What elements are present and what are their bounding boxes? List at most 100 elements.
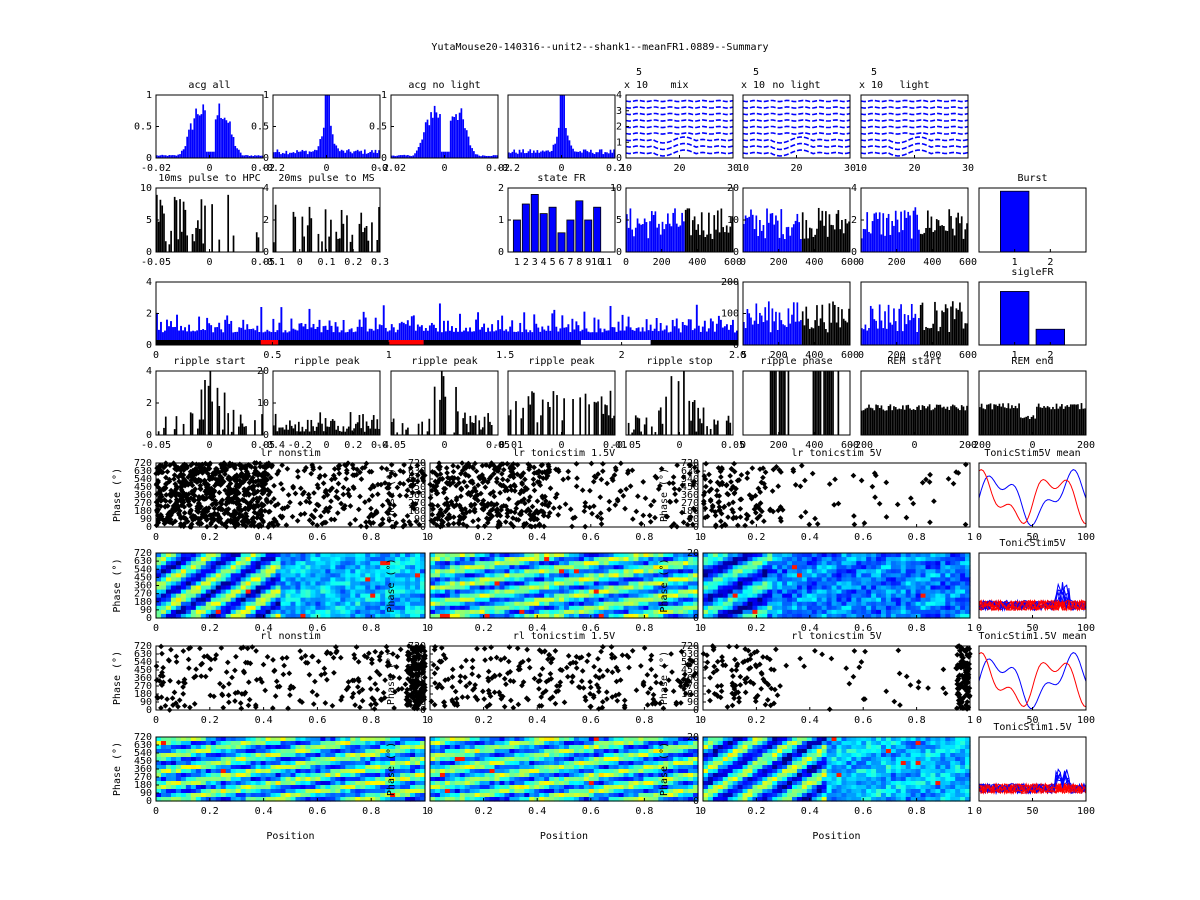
rate-time-5-bin <box>926 327 929 345</box>
wave-mix-trace <box>625 106 734 109</box>
lr-nonstim-point <box>266 508 273 515</box>
lr-nonstim-map-cell <box>165 565 172 570</box>
rate-time-3-bin <box>926 210 929 252</box>
lr-tonic-15-map-cell <box>474 597 481 603</box>
lr-tonic-15-map-cell <box>489 609 496 615</box>
rate-time-2-bin <box>764 238 767 252</box>
lr-tonic-15-map-cell <box>519 609 525 615</box>
lr-tonic-15-map-cell <box>524 557 530 562</box>
session-rate-bin <box>264 331 267 345</box>
rate-time-1-bin <box>667 213 669 252</box>
lr-tonic-15-map-cell <box>588 581 595 587</box>
lr-nonstim-map-cell <box>280 605 287 611</box>
ripple-peak-1-bin <box>367 425 370 435</box>
lr-tonic-15-map-cell <box>673 585 679 591</box>
lr-nonstim-map-cell <box>310 593 317 599</box>
lr-tonic-15-map-cell <box>628 557 635 562</box>
lr-tonic-15-map-cell <box>643 593 649 599</box>
ripple-peak-2-bin <box>478 420 481 435</box>
lr-tonic-15-ylabel: Phase (°) <box>386 468 397 522</box>
ripple-peak-1-bin <box>328 426 330 435</box>
lr-tonic-15-map-cell <box>564 577 570 583</box>
acg-no-light-wide-bin <box>588 152 590 158</box>
pulse-ms-bin <box>338 238 341 252</box>
session-rate-bin <box>258 332 261 345</box>
lr-tonic-15-map-cell <box>638 553 645 558</box>
lr-tonic-15-map-cell <box>673 557 679 562</box>
lr-tonic-15-map-cell <box>593 585 600 591</box>
lr-tonic-15-map-cell <box>598 589 605 595</box>
session-rate-bin <box>555 326 558 345</box>
ripple-peak-2-bin <box>442 376 445 435</box>
lr-tonic-15-map-cell <box>618 565 625 570</box>
acg-no-light-wide-bin <box>508 152 510 158</box>
lr-tonic-15-map-cell <box>559 581 565 587</box>
ripple-peak-2-bin <box>465 423 468 435</box>
lr-tonic-15-map-cell <box>434 565 441 570</box>
lr-tonic-15-map-cell <box>534 589 540 595</box>
pulse-ms-bin <box>362 232 364 252</box>
lr-nonstim-map-cell <box>240 605 247 611</box>
rate-time-4-bin <box>819 318 822 345</box>
rate-time-5-xtick-label: 400 <box>923 350 941 361</box>
acg-wide-bin <box>356 149 359 158</box>
lr-tonic-15-map-cell <box>673 577 679 583</box>
lr-tonic-15-map-cell <box>564 585 570 591</box>
lr-tonic-15-map-cell <box>618 597 625 603</box>
rate-time-2-bin <box>757 236 759 252</box>
ripple-peak-1-bin <box>369 428 371 435</box>
lr-nonstim-map-cell <box>225 577 232 583</box>
ripple-start-bin <box>202 419 205 435</box>
rate-time-1-bin <box>681 212 683 252</box>
lr-tonic-15-map-cell <box>479 609 486 615</box>
lr-nonstim-map-cell <box>410 565 416 570</box>
lr-tonic-15-map-cell <box>479 601 486 607</box>
ripple-stop-bin <box>654 432 657 435</box>
lr-nonstim-map-cell <box>265 605 272 611</box>
session-rate-bin <box>228 323 231 345</box>
ripple-peak-3-bin <box>609 390 612 435</box>
burst-axes-frame <box>978 187 1087 253</box>
ripple-peak-1-bin <box>331 419 334 435</box>
lr-tonic-15-map-cell <box>509 589 515 595</box>
rate-time-4-bin <box>816 305 818 345</box>
lr-nonstim-map-cell <box>190 557 197 562</box>
ripple-start-xtick-label: 0 <box>206 440 212 451</box>
lr-nonstim-map-cell <box>360 569 366 574</box>
lr-tonic-15-map-cell <box>514 553 520 558</box>
lr-tonic-15-map-cell <box>494 553 501 558</box>
pulse-hpc-bin <box>232 235 235 252</box>
lr-nonstim-map-cell <box>170 609 177 615</box>
lr-nonstim-point <box>280 486 286 493</box>
wave-light-xtick-label: 20 <box>908 163 920 174</box>
rate-time-3-bin <box>960 216 963 252</box>
lr-tonic-15-map-cell <box>534 565 540 570</box>
lr-nonstim-map-cell <box>415 593 421 599</box>
lr-nonstim-map-cell <box>280 569 287 574</box>
lr-tonic-15-map-cell <box>568 597 575 603</box>
lr-nonstim-map-cell <box>380 577 386 583</box>
lr-tonic-15-ytick-label: 720 <box>408 458 426 469</box>
rate-time-2-bin <box>842 233 845 252</box>
ripple-peak-1-bin <box>326 426 329 435</box>
lr-tonic-15-map-cell <box>454 593 461 599</box>
acg-wide-bin <box>290 152 293 158</box>
ripple-peak-1-bin <box>322 431 325 435</box>
session-rate-bin <box>346 331 349 345</box>
lr-tonic-15-map-cell <box>449 585 456 591</box>
lr-tonic-15-map-cell <box>583 569 590 574</box>
ripple-stop-bin <box>645 417 648 435</box>
lr-nonstim-map-cell <box>240 597 247 603</box>
lr-tonic-15-map-cell <box>434 581 441 587</box>
lr-nonstim-map-cell <box>280 573 287 578</box>
lr-nonstim-point <box>389 492 395 499</box>
rate-time-5-bin <box>910 303 913 345</box>
lr-tonic-15-map-cell <box>598 593 605 599</box>
lr-nonstim-map-cell <box>225 573 232 578</box>
acg-wide-bin <box>301 149 304 158</box>
lr-nonstim-map-cell <box>225 601 232 607</box>
pulse-hpc-bin <box>161 205 164 252</box>
lr-tonic-5-ylabel: Phase (°) <box>659 468 670 522</box>
lr-nonstim-map-cell <box>270 561 277 566</box>
rate-time-1-bin <box>688 208 691 252</box>
